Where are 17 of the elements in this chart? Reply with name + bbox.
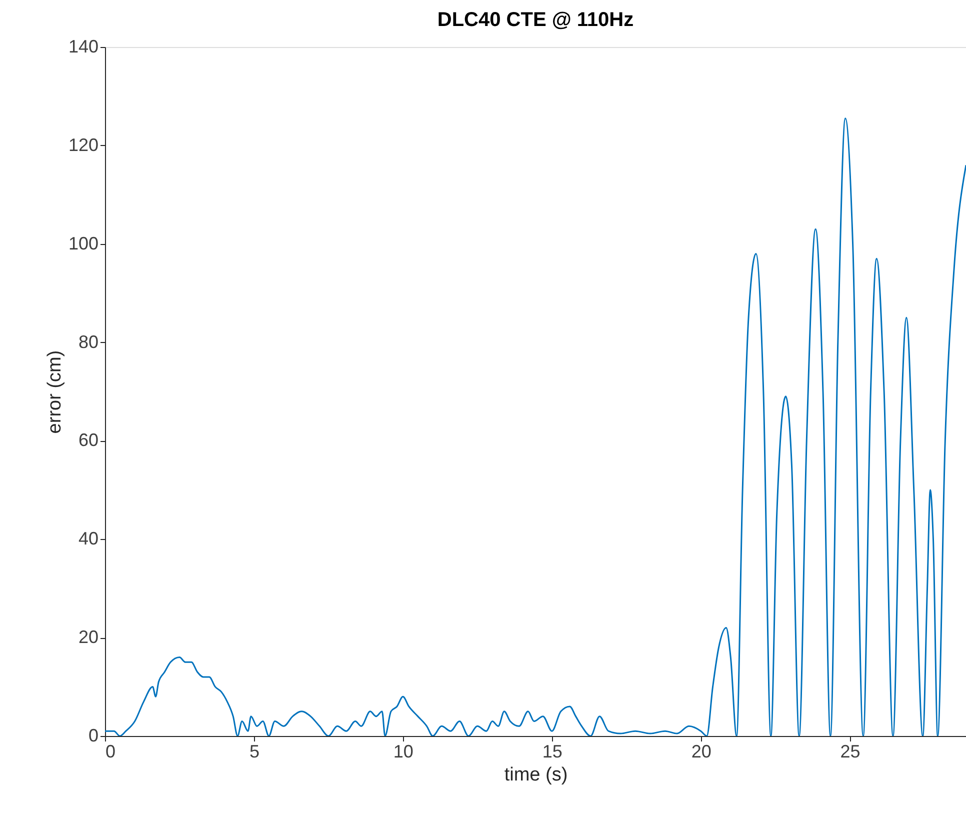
y-tick-label: 0	[88, 726, 98, 746]
x-axis-title: time (s)	[504, 764, 568, 786]
x-tick-label: 0	[106, 742, 116, 762]
x-tick-label: 15	[542, 742, 562, 762]
y-tick-label: 120	[68, 134, 98, 155]
x-tick-label: 20	[691, 742, 712, 762]
y-tick-label: 100	[68, 233, 98, 254]
x-tick-label: 25	[840, 742, 860, 762]
y-tick-label: 20	[78, 627, 98, 648]
y-tick-label: 80	[78, 332, 98, 352]
x-tick-label: 5	[249, 742, 260, 762]
x-tick-label: 10	[393, 742, 414, 762]
y-tick-label: 140	[68, 36, 98, 56]
y-axis-title: error (cm)	[44, 350, 66, 434]
y-tick-label: 60	[78, 430, 98, 450]
y-tick-label: 40	[78, 528, 98, 549]
chart-title: DLC40 CTE @ 110Hz	[437, 9, 634, 31]
